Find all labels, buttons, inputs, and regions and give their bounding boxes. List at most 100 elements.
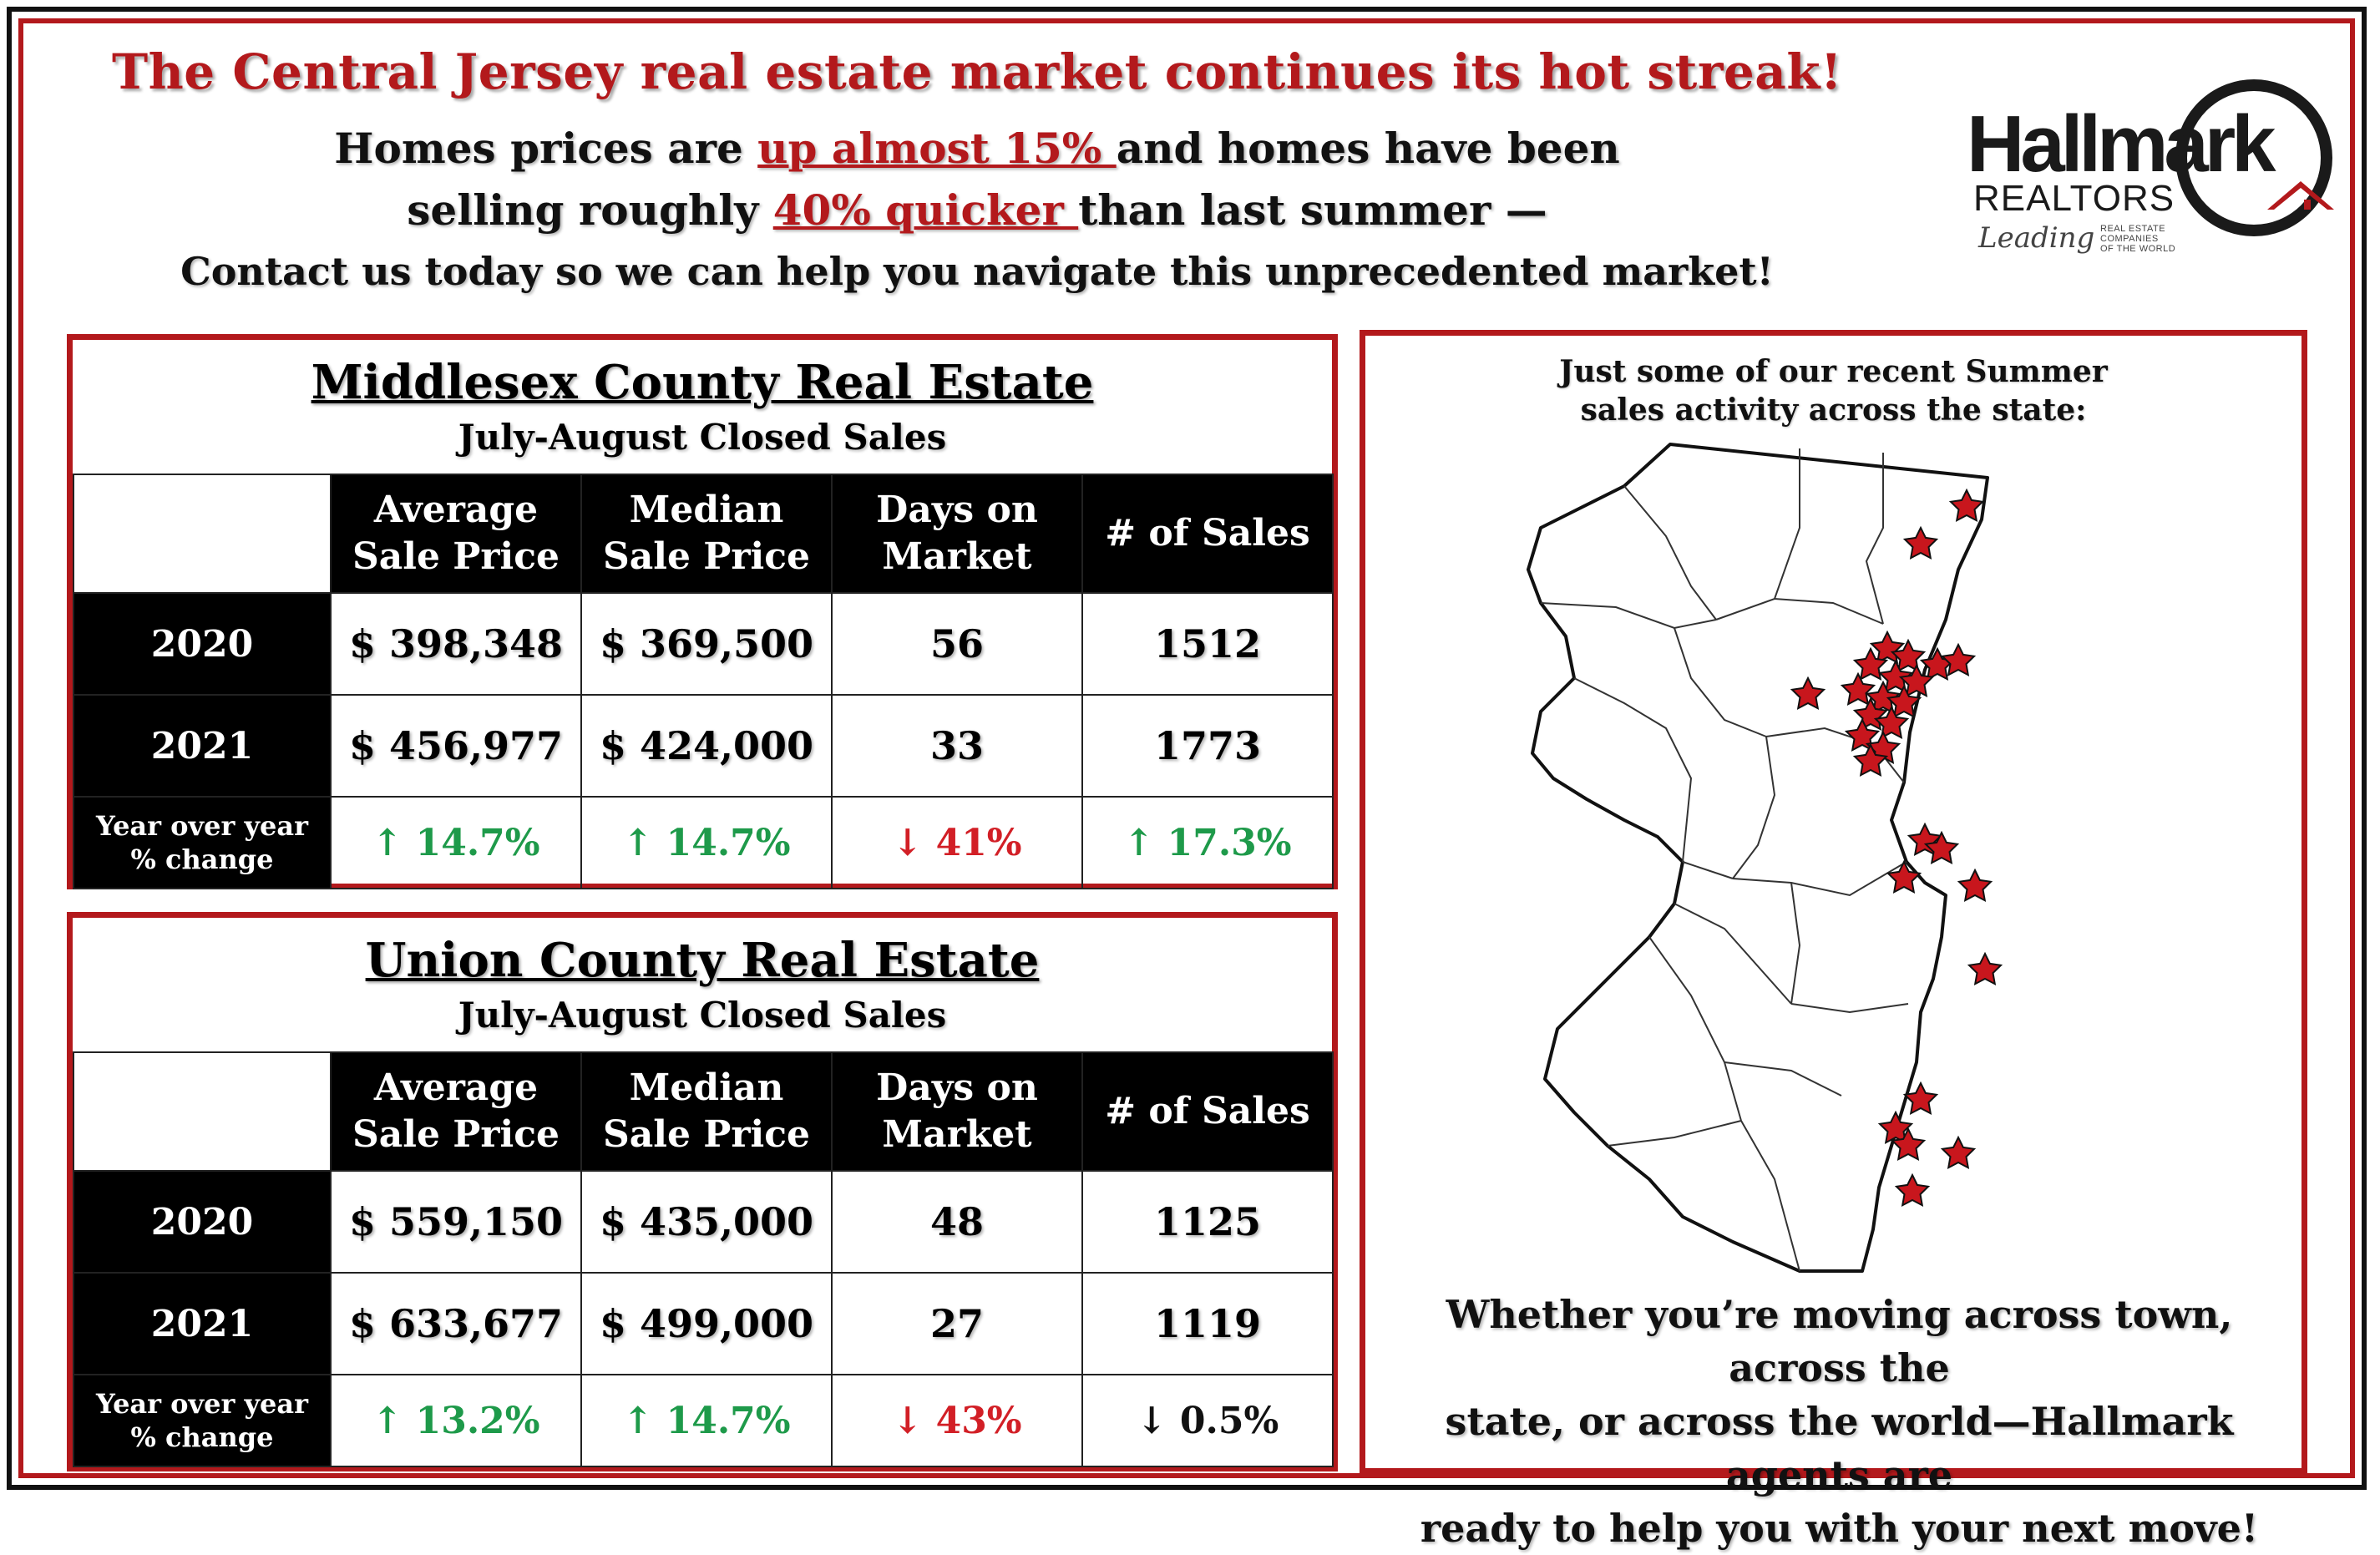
- arrow-icon: ↓: [1136, 1399, 1167, 1442]
- sales-stars: [1790, 488, 2003, 1208]
- row-label-2021: 2021: [73, 694, 332, 798]
- cell-value: $ 398,348: [330, 592, 582, 696]
- change-cell: ↑ 14.7%: [330, 796, 582, 889]
- arrow-icon: ↑: [622, 821, 654, 864]
- subline-2-b: than last summer —: [1078, 185, 1547, 235]
- cell-value: $ 559,150: [330, 1170, 582, 1274]
- star-icon: [1890, 638, 1927, 673]
- change-cell: ↑ 17.3%: [1081, 796, 1334, 889]
- row-label-2020: 2020: [73, 592, 332, 696]
- arrow-icon: ↑: [622, 1399, 654, 1442]
- map-footer-3: ready to help you with your next move!: [1420, 1506, 2259, 1551]
- hallmark-logo: Hallmark REALTORS Leading REAL ESTATE CO…: [1967, 79, 2338, 259]
- header-blank: [73, 1051, 332, 1172]
- map-caption-1: Just some of our recent Summer: [1559, 354, 2108, 389]
- star-icon: [1894, 1173, 1931, 1208]
- map-footer-1: Whether you’re moving across town, acros…: [1446, 1292, 2233, 1390]
- star-icon: [1957, 868, 1993, 903]
- star-icon: [1967, 951, 2003, 986]
- logo-word: Hallmark: [1967, 99, 2276, 189]
- row-label-2020: 2020: [73, 1170, 332, 1274]
- star-icon: [1902, 1081, 1939, 1116]
- map-footer: Whether you’re moving across town, acros…: [1390, 1288, 2288, 1555]
- row-label-yoy: Year over year% change: [73, 1374, 332, 1467]
- cell-value: 1773: [1081, 694, 1334, 798]
- subline-1-a: Homes prices are: [334, 124, 758, 173]
- star-icon: [1844, 717, 1881, 752]
- subline-2-highlight: 40% quicker: [772, 185, 1079, 235]
- star-icon: [1940, 642, 1977, 677]
- subline-2-a: selling roughly: [407, 185, 773, 235]
- cell-value: $ 499,000: [580, 1272, 833, 1375]
- star-icon: [1877, 1110, 1914, 1145]
- logo-realtors: REALTORS: [1973, 178, 2175, 219]
- map-caption-2: sales activity across the state:: [1580, 393, 2087, 428]
- union-table: Average Sale Price Median Sale Price Days …: [73, 1051, 1334, 1467]
- cell-value: 56: [831, 592, 1083, 696]
- arrow-icon: ↑: [372, 1399, 403, 1442]
- change-cell: ↓ 43%: [831, 1374, 1083, 1467]
- col-days-on-market: Days on Market: [831, 1051, 1083, 1172]
- cell-value: $ 435,000: [580, 1170, 833, 1274]
- table-header-row: Average Sale Price Median Sale Price Days …: [73, 1051, 1334, 1172]
- arrow-icon: ↓: [892, 821, 924, 864]
- col-number-of-sales: # of Sales: [1081, 474, 1334, 594]
- arrow-icon: ↑: [1123, 821, 1155, 864]
- table-row: 2020 $ 398,348 $ 369,500 56 1512: [73, 592, 1334, 696]
- cell-value: $ 633,677: [330, 1272, 582, 1375]
- union-title: Union County Real Estate: [365, 933, 1040, 988]
- cell-value: 27: [831, 1272, 1083, 1375]
- house-roof-icon: [2267, 181, 2334, 210]
- change-cell: ↓ 41%: [831, 796, 1083, 889]
- headline: The Central Jersey real estate market co…: [111, 43, 1843, 100]
- arrow-icon: ↑: [372, 821, 403, 864]
- logo-leading: Leading: [1978, 221, 2095, 255]
- header-blank: [73, 474, 332, 594]
- subline-1-highlight: up almost 15%: [757, 124, 1117, 173]
- cell-value: $ 369,500: [580, 592, 833, 696]
- col-average-sale-price: Average Sale Price: [330, 474, 582, 594]
- subline-1-b: and homes have been: [1116, 124, 1620, 173]
- cell-value: 1125: [1081, 1170, 1334, 1274]
- logo-lre-3: OF THE WORLD: [2100, 244, 2176, 254]
- star-icon: [1790, 676, 1826, 711]
- outer-frame: [7, 7, 2367, 1490]
- star-icon: [1898, 663, 1935, 698]
- cell-value: $ 424,000: [580, 694, 833, 798]
- map-footer-2: state, or across the world—Hallmark agen…: [1445, 1399, 2234, 1497]
- col-median-sale-price: Median Sale Price: [580, 1051, 833, 1172]
- middlesex-title: Middlesex County Real Estate: [311, 355, 1094, 410]
- col-number-of-sales: # of Sales: [1081, 1051, 1334, 1172]
- star-icon: [1886, 859, 1922, 894]
- col-median-sale-price: Median Sale Price: [580, 474, 833, 594]
- change-cell: ↓ 0.5%: [1081, 1374, 1334, 1467]
- star-icon: [1890, 1127, 1927, 1162]
- row-label-yoy: Year over year% change: [73, 796, 332, 889]
- star-icon: [1877, 659, 1914, 694]
- star-icon: [1940, 1135, 1977, 1170]
- inner-frame: [18, 18, 2355, 1478]
- col-average-sale-price: Average Sale Price: [330, 1051, 582, 1172]
- subline-3: Contact us today so we can help you navi…: [180, 249, 1774, 294]
- table-row: 2021 $ 633,677 $ 499,000 27 1119: [73, 1272, 1334, 1375]
- table-row: 2020 $ 559,150 $ 435,000 48 1125: [73, 1170, 1334, 1274]
- star-icon: [1923, 830, 1960, 865]
- middlesex-subtitle: July-August Closed Sales: [458, 417, 947, 458]
- star-icon: [1840, 671, 1876, 707]
- star-icon: [1886, 684, 1922, 719]
- map-box: Just some of our recent Summer sales act…: [1360, 330, 2307, 1551]
- arrow-icon: ↓: [892, 1399, 924, 1442]
- star-icon: [1865, 680, 1901, 715]
- table-row: 2021 $ 456,977 $ 424,000 33 1773: [73, 694, 1334, 798]
- change-cell: ↑ 14.7%: [580, 796, 833, 889]
- star-icon: [1852, 742, 1889, 778]
- cell-value: $ 456,977: [330, 694, 582, 798]
- county-lines: [1540, 448, 1909, 1272]
- cell-value: 33: [831, 694, 1083, 798]
- map-caption: Just some of our recent Summer sales act…: [1365, 352, 2302, 429]
- cell-value: 48: [831, 1170, 1083, 1274]
- cell-value: 1119: [1081, 1272, 1334, 1375]
- subline-1: Homes prices are up almost 15% and homes…: [100, 124, 1854, 173]
- logo-lre: REAL ESTATE COMPANIES OF THE WORLD: [2100, 224, 2175, 254]
- star-icon: [1852, 646, 1889, 681]
